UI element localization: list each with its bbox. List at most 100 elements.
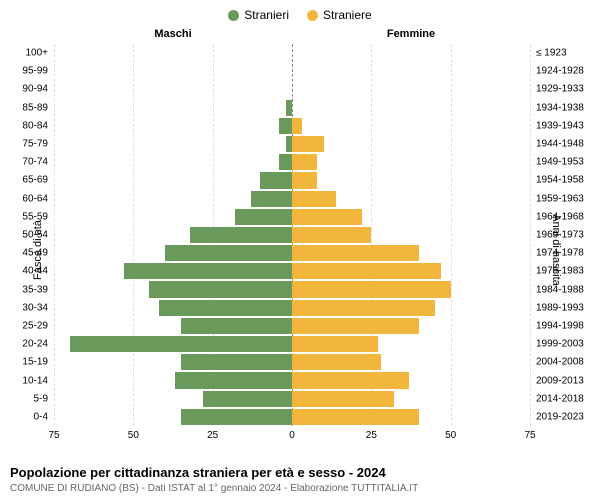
birth-label: 1964-1968 (530, 211, 584, 222)
xtick: 75 (48, 430, 59, 441)
birth-label: 1994-1998 (530, 320, 584, 331)
xtick: 50 (128, 430, 139, 441)
birth-label: 1959-1963 (530, 193, 584, 204)
bar-male (159, 300, 292, 316)
footer-subtitle: COMUNE DI RUDIANO (BS) - Dati ISTAT al 1… (10, 483, 590, 494)
bar-female (292, 209, 362, 225)
birth-label: 1954-1958 (530, 175, 584, 186)
pyramid-row: 95-991924-1928 (54, 62, 530, 80)
pyramid-row: 100+≤ 1923 (54, 44, 530, 62)
bar-male (260, 172, 292, 188)
bar-female (292, 336, 378, 352)
bar-female (292, 281, 451, 297)
bar-male (181, 409, 292, 425)
pyramid-row: 60-641959-1963 (54, 190, 530, 208)
birth-label: 1949-1953 (530, 157, 584, 168)
pyramid-row: 50-541969-1973 (54, 226, 530, 244)
age-label: 85-89 (22, 102, 54, 113)
birth-label: 2019-2023 (530, 411, 584, 422)
bar-male (124, 263, 292, 279)
pyramid-row: 15-192004-2008 (54, 353, 530, 371)
age-label: 0-4 (34, 411, 54, 422)
bar-male (165, 245, 292, 261)
xtick: 25 (366, 430, 377, 441)
bar-female (292, 118, 302, 134)
age-label: 70-74 (22, 157, 54, 168)
age-label: 50-54 (22, 229, 54, 240)
chart-area: Maschi Femmine 100+≤ 192395-991924-19289… (54, 30, 530, 442)
age-label: 90-94 (22, 84, 54, 95)
bar-male (190, 227, 292, 243)
age-label: 95-99 (22, 66, 54, 77)
bar-male (279, 118, 292, 134)
xtick: 50 (445, 430, 456, 441)
birth-label: 1999-2003 (530, 339, 584, 350)
birth-label: 1939-1943 (530, 120, 584, 131)
pyramid-row: 80-841939-1943 (54, 117, 530, 135)
age-label: 10-14 (22, 375, 54, 386)
bar-female (292, 372, 409, 388)
footer-title: Popolazione per cittadinanza straniera p… (10, 465, 590, 480)
bar-female (292, 136, 324, 152)
bar-female (292, 300, 435, 316)
legend-item-male: Stranieri (228, 8, 289, 22)
pyramid-row: 20-241999-2003 (54, 335, 530, 353)
pyramid-row: 5-92014-2018 (54, 390, 530, 408)
age-label: 25-29 (22, 320, 54, 331)
birth-label: 1979-1983 (530, 266, 584, 277)
birth-label: 1924-1928 (530, 66, 584, 77)
bar-female (292, 227, 371, 243)
bar-male (279, 154, 292, 170)
bar-female (292, 154, 317, 170)
xaxis: 7550250255075 (54, 428, 530, 442)
bar-male (235, 209, 292, 225)
legend-item-female: Straniere (307, 8, 372, 22)
birth-label: 1934-1938 (530, 102, 584, 113)
birth-label: 1944-1948 (530, 139, 584, 150)
bar-male (203, 391, 292, 407)
birth-label: 1989-1993 (530, 302, 584, 313)
bar-female (292, 391, 394, 407)
bar-male (70, 336, 292, 352)
bar-male (181, 354, 292, 370)
xtick: 75 (524, 430, 535, 441)
bar-male (251, 191, 292, 207)
birth-label: 1984-1988 (530, 284, 584, 295)
age-label: 55-59 (22, 211, 54, 222)
pyramid-row: 85-891934-1938 (54, 99, 530, 117)
birth-label: 2004-2008 (530, 357, 584, 368)
age-label: 5-9 (34, 393, 54, 404)
bar-male (149, 281, 292, 297)
age-label: 75-79 (22, 139, 54, 150)
birth-label: 1974-1978 (530, 248, 584, 259)
bar-female (292, 354, 381, 370)
age-label: 15-19 (22, 357, 54, 368)
gender-label-male: Maschi (54, 28, 292, 40)
pyramid-row: 45-491974-1978 (54, 244, 530, 262)
pyramid-row: 70-741949-1953 (54, 153, 530, 171)
age-label: 100+ (25, 48, 54, 59)
birth-label: 1929-1933 (530, 84, 584, 95)
pyramid-row: 55-591964-1968 (54, 208, 530, 226)
pyramid-row: 40-441979-1983 (54, 262, 530, 280)
bar-female (292, 263, 441, 279)
xtick: 0 (289, 430, 295, 441)
footer: Popolazione per cittadinanza straniera p… (10, 465, 590, 494)
pyramid-row: 90-941929-1933 (54, 80, 530, 98)
legend-dot-male (228, 10, 239, 21)
age-label: 40-44 (22, 266, 54, 277)
bar-female (292, 191, 336, 207)
legend: Stranieri Straniere (0, 0, 600, 26)
age-label: 80-84 (22, 120, 54, 131)
age-label: 65-69 (22, 175, 54, 186)
bar-male (181, 318, 292, 334)
gender-labels: Maschi Femmine (54, 28, 530, 40)
legend-label-female: Straniere (323, 8, 372, 22)
gender-label-female: Femmine (292, 28, 530, 40)
pyramid-row: 75-791944-1948 (54, 135, 530, 153)
xtick: 25 (207, 430, 218, 441)
pyramid-row: 65-691954-1958 (54, 171, 530, 189)
pyramid-row: 25-291994-1998 (54, 317, 530, 335)
age-label: 35-39 (22, 284, 54, 295)
bar-female (292, 318, 419, 334)
